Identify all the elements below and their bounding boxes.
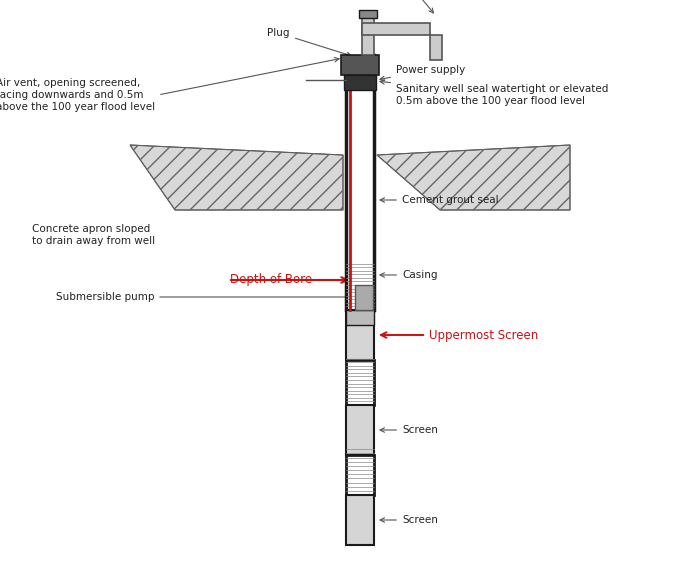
Text: Cement grout seal: Cement grout seal	[380, 195, 498, 205]
Polygon shape	[346, 310, 374, 325]
Text: Screen: Screen	[380, 515, 438, 525]
Bar	[362, 23, 430, 35]
Bar	[344, 75, 376, 90]
Bar	[346, 405, 374, 455]
Bar	[346, 495, 374, 545]
Bar	[362, 18, 374, 55]
Bar	[359, 10, 377, 18]
Bar	[341, 55, 379, 75]
Bar	[430, 35, 442, 60]
Text: Air vent, opening screened,
facing downwards and 0.5m
above the 100 year flood l: Air vent, opening screened, facing downw…	[0, 78, 155, 112]
Polygon shape	[377, 145, 570, 210]
Text: Plug: Plug	[267, 28, 351, 56]
Text: Power supply: Power supply	[380, 65, 465, 81]
Text: Submersible pump: Submersible pump	[56, 292, 155, 302]
Text: Sanitary well seal watertight or elevated
0.5m above the 100 year flood level: Sanitary well seal watertight or elevate…	[380, 80, 608, 106]
Text: Screen: Screen	[380, 425, 438, 435]
Text: Casing: Casing	[380, 270, 438, 280]
Text: Uppermost Screen: Uppermost Screen	[381, 328, 538, 341]
Text: Depth of Bore: Depth of Bore	[230, 274, 312, 287]
Text: Discharge: Discharge	[386, 0, 438, 13]
Bar	[346, 455, 374, 495]
Bar	[355, 285, 373, 310]
Bar	[346, 310, 374, 360]
Bar	[346, 360, 374, 405]
Text: Concrete apron sloped
to drain away from well: Concrete apron sloped to drain away from…	[32, 224, 155, 246]
Polygon shape	[130, 145, 343, 210]
Bar	[346, 55, 374, 310]
